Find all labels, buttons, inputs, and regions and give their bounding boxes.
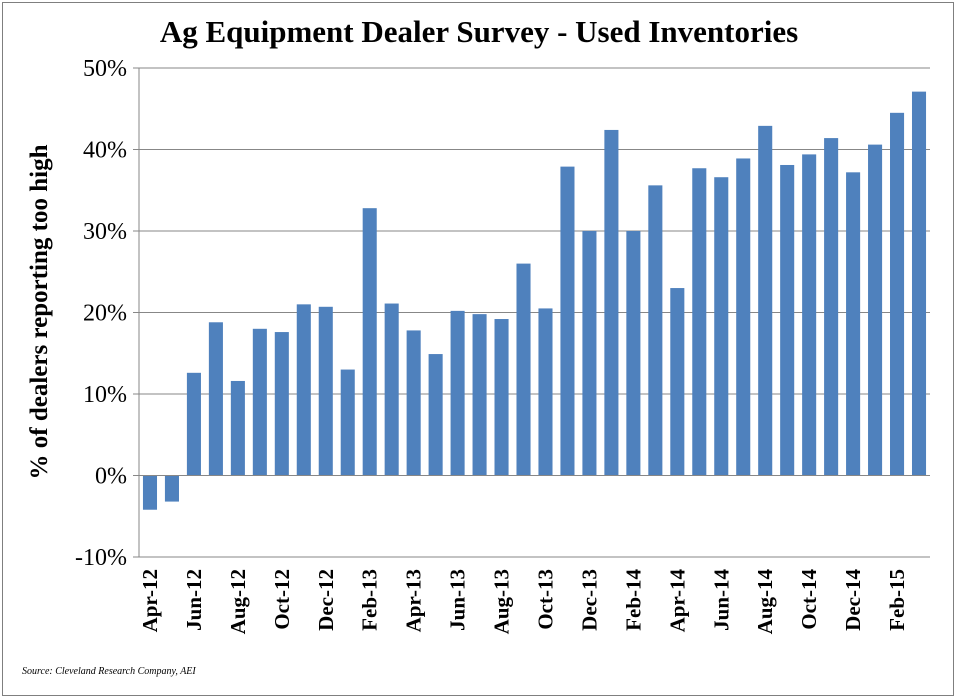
y-tick-label: -10% (75, 545, 127, 571)
bar (736, 158, 751, 476)
x-tick-label: Jun-12 (182, 569, 206, 631)
y-tick-label: 50% (83, 56, 127, 82)
x-tick-label: Apr-13 (402, 569, 426, 632)
bar (450, 310, 465, 476)
x-tick-label: Feb-13 (358, 569, 382, 631)
bar (406, 330, 421, 476)
bar (670, 288, 685, 476)
bar (340, 369, 355, 476)
bar (538, 308, 553, 476)
bar (428, 354, 443, 476)
bar (560, 166, 575, 476)
x-tick-label: Oct-12 (270, 569, 294, 630)
y-tick-label: 10% (83, 382, 127, 408)
x-tick-label: Dec-14 (841, 569, 865, 631)
bar (868, 144, 883, 476)
x-tick-label: Jun-14 (709, 569, 733, 631)
y-tick-label: 0% (95, 464, 127, 490)
source-note: Source: Cleveland Research Company, AEI (22, 666, 196, 677)
bar (318, 306, 333, 476)
bar (604, 129, 619, 476)
chart-title: Ag Equipment Dealer Survey - Used Invent… (159, 14, 799, 49)
x-tick-label: Apr-14 (665, 569, 689, 633)
bar (142, 475, 158, 510)
bar (824, 138, 839, 476)
bar (626, 231, 641, 476)
bar (890, 112, 905, 476)
x-tick-label: Feb-14 (621, 569, 645, 631)
x-tick-label: Aug-14 (753, 569, 777, 635)
bar (780, 164, 795, 476)
bar (516, 263, 531, 476)
bar (582, 231, 597, 476)
x-tick-label: Apr-12 (138, 569, 162, 632)
bar (648, 185, 663, 476)
y-tick-label: 20% (83, 301, 127, 327)
y-tick-label: 40% (83, 138, 127, 164)
bar (494, 319, 509, 476)
bar (846, 172, 861, 476)
bar (186, 372, 201, 476)
bar (802, 154, 817, 476)
x-tick-label: Aug-13 (490, 569, 514, 634)
bar (164, 475, 179, 502)
bar (714, 177, 729, 476)
bar (274, 332, 289, 476)
x-tick-label: Dec-12 (314, 569, 338, 631)
bar (911, 91, 927, 476)
bar (230, 380, 245, 476)
bar (472, 314, 487, 476)
bar (362, 208, 377, 476)
y-tick-label: 30% (83, 219, 127, 245)
bar (758, 125, 773, 476)
x-tick-label: Dec-13 (577, 569, 601, 631)
x-tick-label: Oct-14 (797, 569, 821, 630)
bar (208, 322, 223, 476)
x-tick-label: Oct-13 (533, 569, 557, 630)
bar (692, 168, 707, 476)
bar (384, 303, 399, 476)
x-tick-label: Jun-13 (446, 569, 470, 631)
x-tick-label: Feb-15 (885, 569, 909, 631)
bar (252, 328, 267, 476)
x-tick-label: Aug-12 (226, 569, 250, 634)
bar (296, 304, 311, 476)
